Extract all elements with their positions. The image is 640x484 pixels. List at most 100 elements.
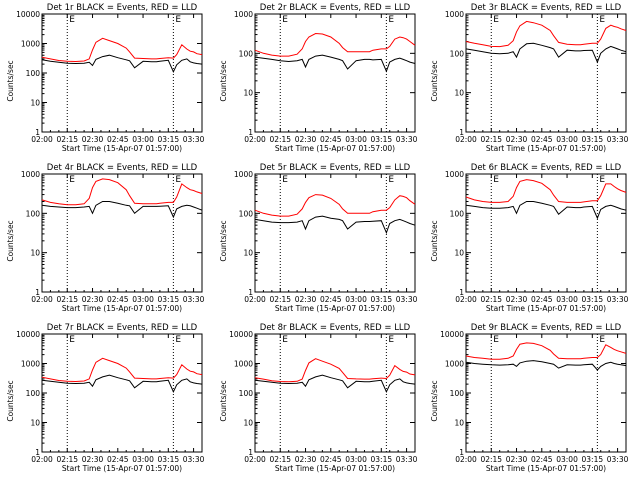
x-tick-label: 03:00: [345, 455, 367, 464]
x-tick-label: 03:30: [607, 455, 629, 464]
lld-series-line: [41, 37, 203, 63]
y-axis-label: Counts/sec: [430, 220, 439, 261]
x-axis-label: Start Time (15-Apr-07 01:57:00): [62, 464, 182, 473]
x-axis-label: Start Time (15-Apr-07 01:57:00): [275, 464, 395, 473]
chart-title: Det 6r BLACK = Events, RED = LLD: [471, 163, 622, 173]
event-marker-label: E: [388, 335, 394, 345]
y-tick-label: 100: [239, 49, 254, 58]
x-tick-label: 02:45: [531, 135, 553, 144]
x-tick-label: 02:15: [56, 135, 78, 144]
y-tick-label: 10000: [16, 330, 40, 339]
x-tick-label: 03:15: [158, 295, 180, 304]
x-tick-label: 02:00: [244, 295, 266, 304]
x-tick-label: 02:30: [295, 455, 317, 464]
event-marker-label: E: [599, 15, 605, 25]
x-tick-label: 02:00: [244, 455, 266, 464]
events-series-line: [41, 201, 203, 219]
x-tick-label: 03:15: [582, 135, 604, 144]
x-tick-label: 02:30: [82, 295, 104, 304]
events-series-line: [41, 54, 203, 74]
y-tick-label: 100: [26, 389, 41, 398]
y-tick-label: 10000: [229, 330, 253, 339]
x-tick-label: 02:45: [320, 135, 342, 144]
plot-frame: [254, 13, 416, 133]
y-tick-label: 100: [450, 209, 465, 218]
event-marker-label: E: [175, 335, 181, 345]
x-tick-label: 03:30: [396, 295, 418, 304]
events-series-line: [254, 54, 416, 73]
x-tick-label: 02:00: [244, 135, 266, 144]
lld-series-line: [254, 194, 416, 217]
chart-panel-6: Det 6r BLACK = Events, RED = LLD 02:00 02:…: [430, 163, 629, 313]
y-tick-label: 10000: [16, 10, 40, 19]
x-tick-label: 02:15: [269, 295, 291, 304]
events-series-line: [465, 360, 627, 371]
y-tick-label: 1: [248, 448, 253, 457]
x-axis-label: Start Time (15-Apr-07 01:57:00): [62, 304, 182, 313]
event-marker-label: E: [493, 335, 499, 345]
y-tick-label: 100: [239, 389, 254, 398]
y-tick-label: 1000: [21, 360, 40, 369]
event-marker-label: E: [175, 15, 181, 25]
event-marker-label: E: [493, 175, 499, 185]
x-tick-label: 02:45: [107, 455, 129, 464]
x-tick-label: 03:00: [556, 135, 578, 144]
event-marker-label: E: [599, 175, 605, 185]
x-tick-label: 02:15: [480, 455, 502, 464]
event-marker-label: E: [388, 175, 394, 185]
chart-title: Det 1r BLACK = Events, RED = LLD: [47, 3, 198, 13]
event-marker-label: E: [175, 175, 181, 185]
x-tick-label: 02:00: [455, 295, 477, 304]
x-tick-label: 03:00: [132, 455, 154, 464]
x-tick-label: 03:15: [371, 135, 393, 144]
lld-series-line: [254, 32, 416, 57]
event-marker-label: E: [493, 15, 499, 25]
x-tick-label: 03:00: [132, 135, 154, 144]
chart-title: Det 3r BLACK = Events, RED = LLD: [471, 3, 622, 13]
chart-title: Det 4r BLACK = Events, RED = LLD: [47, 163, 198, 173]
y-tick-label: 100: [26, 209, 41, 218]
y-tick-label: 10: [30, 419, 40, 428]
y-tick-label: 100: [239, 209, 254, 218]
chart-title: Det 5r BLACK = Events, RED = LLD: [260, 163, 411, 173]
plot-frame: [41, 173, 203, 293]
x-tick-label: 03:15: [158, 455, 180, 464]
x-tick-label: 02:45: [320, 295, 342, 304]
chart-title: Det 9r BLACK = Events, RED = LLD: [471, 323, 622, 333]
y-tick-label: 10: [454, 419, 464, 428]
events-series-line: [465, 42, 627, 64]
event-marker-label: E: [282, 335, 288, 345]
x-tick-label: 02:15: [56, 455, 78, 464]
x-tick-label: 03:30: [183, 455, 205, 464]
y-tick-label: 1: [248, 128, 253, 137]
x-tick-label: 02:30: [295, 295, 317, 304]
x-tick-label: 02:45: [107, 135, 129, 144]
lld-series-line: [41, 178, 203, 206]
x-tick-label: 03:00: [132, 295, 154, 304]
y-tick-label: 1: [459, 128, 464, 137]
x-tick-label: 02:15: [56, 295, 78, 304]
y-tick-label: 10: [243, 419, 253, 428]
x-tick-label: 03:00: [556, 295, 578, 304]
y-tick-label: 1000: [234, 360, 253, 369]
y-tick-label: 1: [459, 448, 464, 457]
event-marker-label: E: [599, 335, 605, 345]
x-tick-label: 02:30: [506, 455, 528, 464]
lld-series-line: [254, 358, 416, 383]
y-tick-label: 1: [35, 448, 40, 457]
y-tick-label: 1000: [445, 10, 464, 19]
lld-series-line: [465, 342, 627, 360]
lld-series-line: [41, 357, 203, 383]
x-tick-label: 02:45: [320, 455, 342, 464]
x-tick-label: 02:00: [455, 455, 477, 464]
y-tick-label: 10: [243, 249, 253, 258]
y-tick-label: 1000: [234, 170, 253, 179]
event-marker-label: E: [69, 335, 75, 345]
y-tick-label: 1: [248, 288, 253, 297]
x-tick-label: 02:30: [506, 295, 528, 304]
x-tick-label: 03:30: [607, 135, 629, 144]
y-tick-label: 10: [454, 249, 464, 258]
